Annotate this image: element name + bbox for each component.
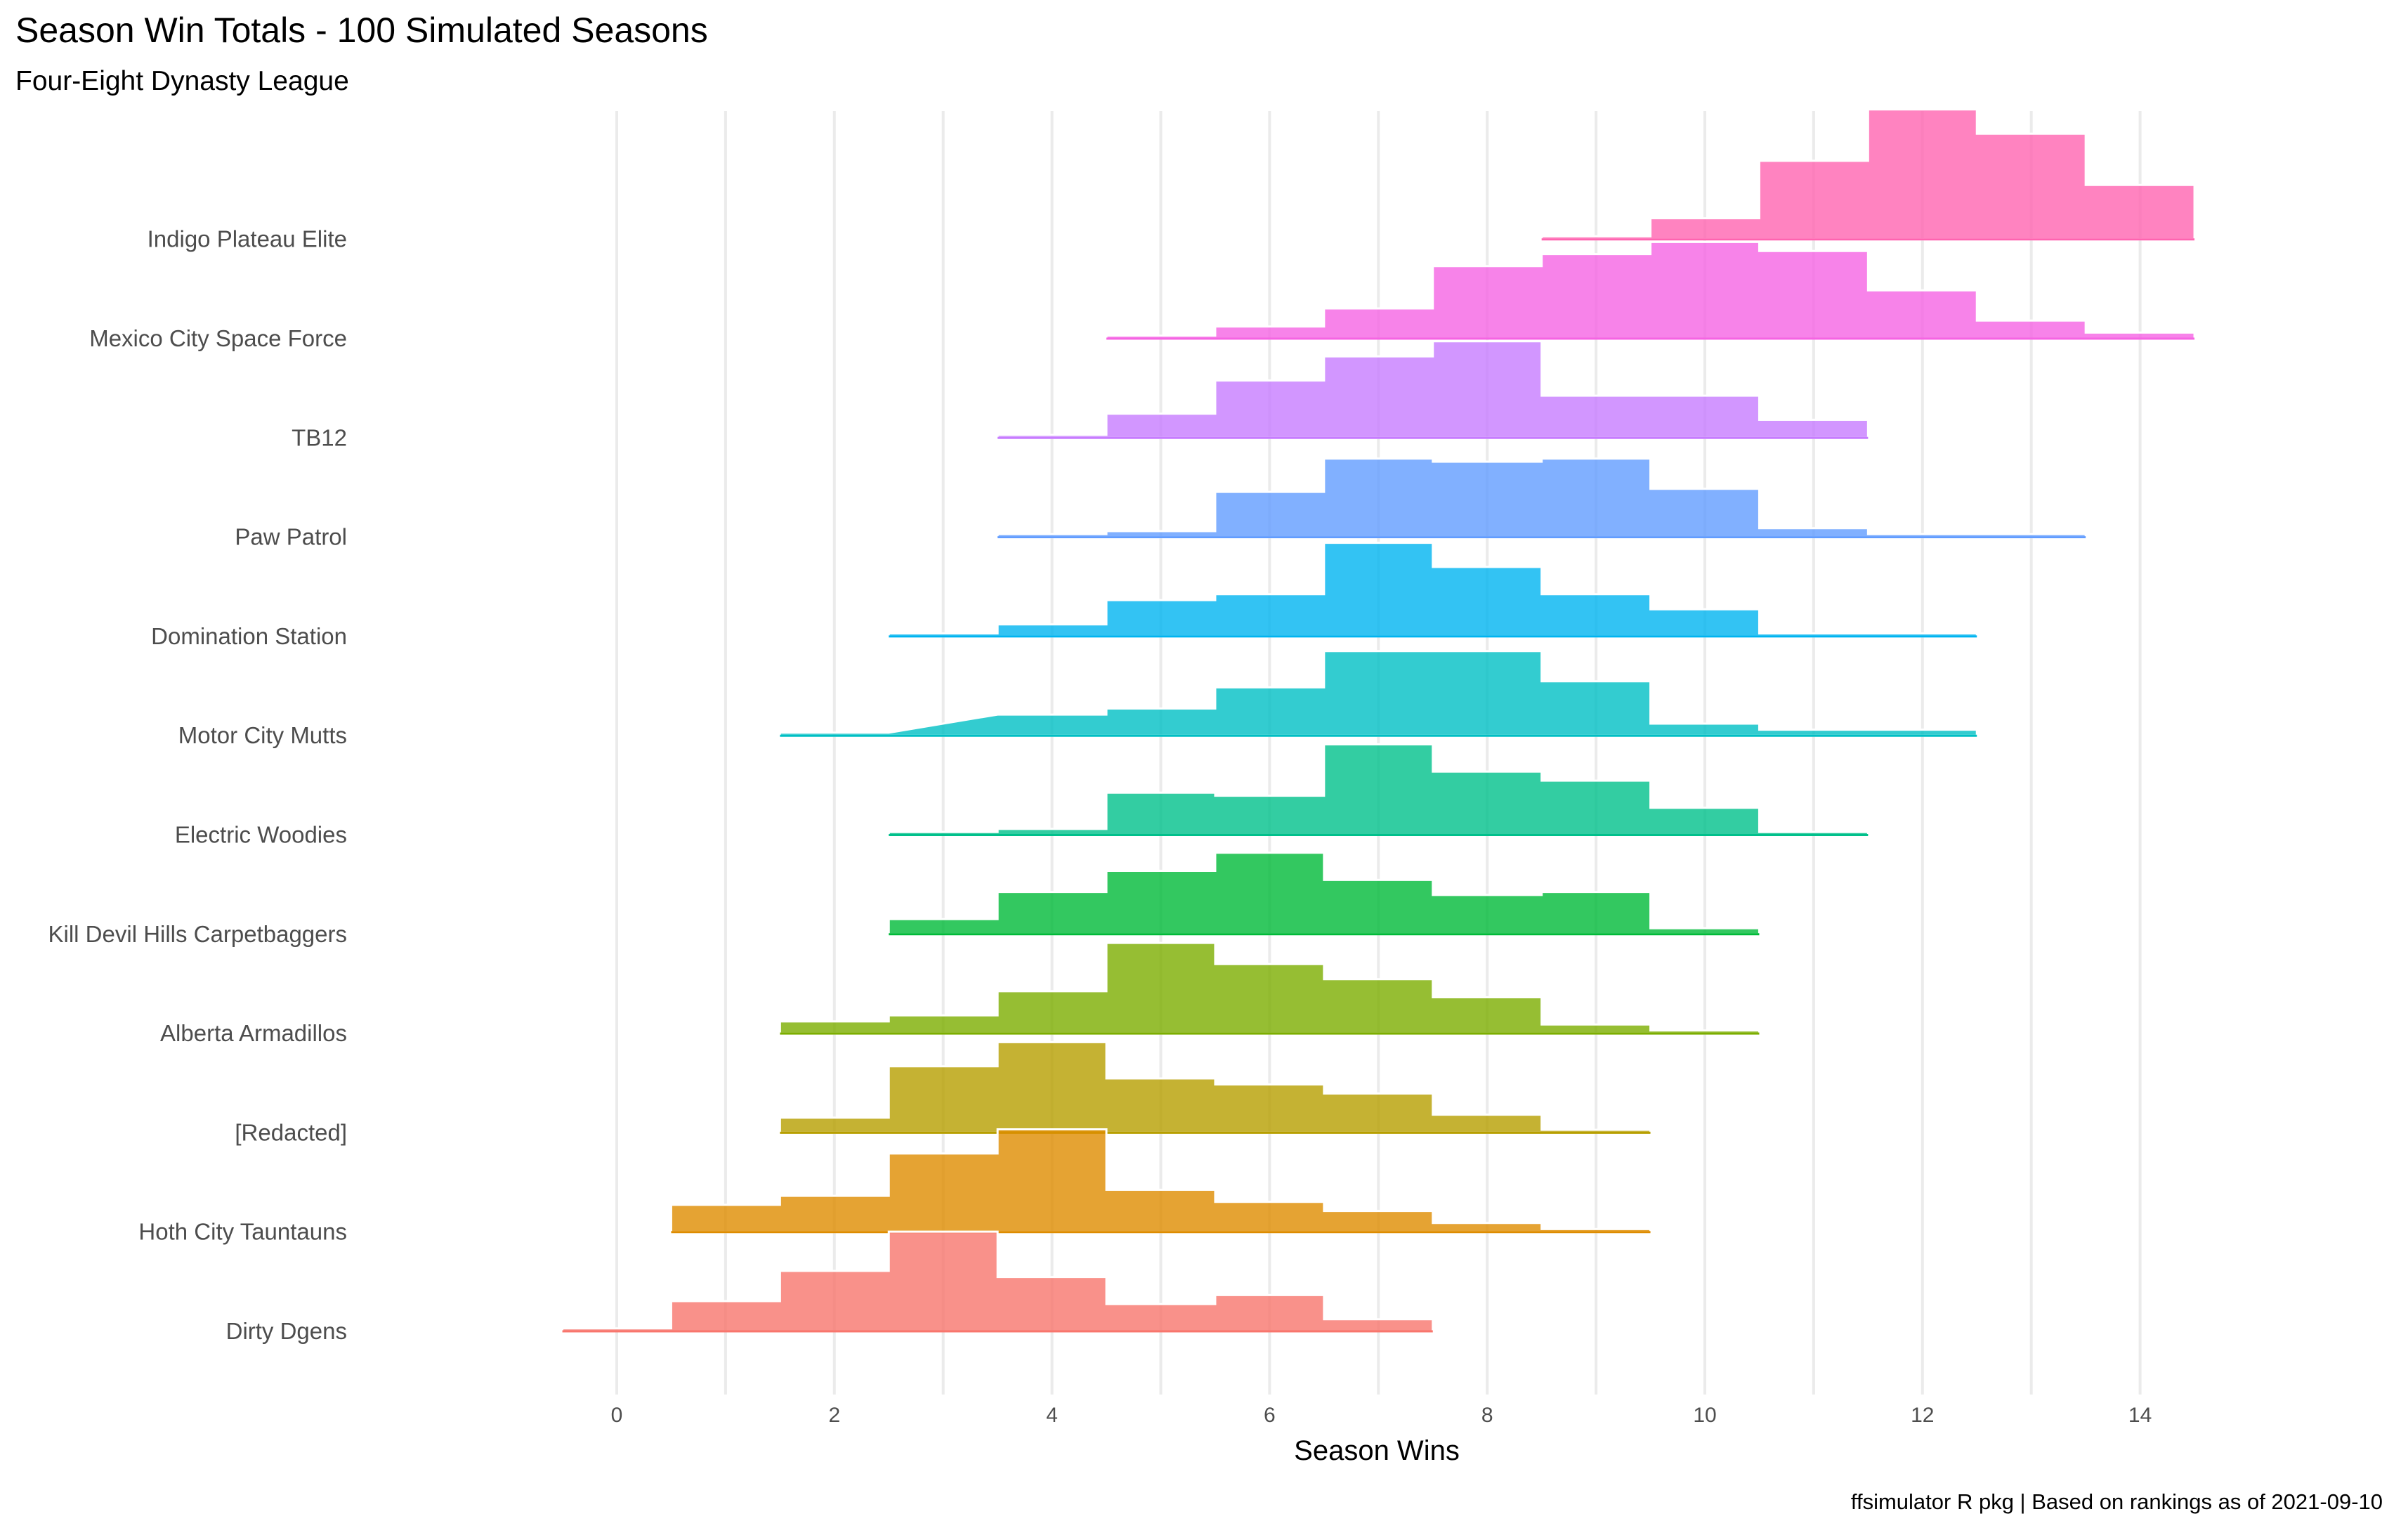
x-tick-label: 4 — [1046, 1404, 1058, 1427]
ridge-area — [996, 457, 2087, 539]
ridge-dirty-dgens — [561, 1230, 1434, 1333]
x-tick-label: 12 — [1911, 1404, 1934, 1427]
ridge-alberta-armadillos — [778, 941, 1760, 1035]
ridge-area — [887, 851, 1760, 936]
y-axis-label: Dirty Dgens — [226, 1318, 347, 1344]
ridge-motor-city-mutts — [778, 650, 1978, 737]
chart-subtitle: Four-Eight Dynasty League — [15, 66, 349, 96]
x-tick-label: 14 — [2128, 1404, 2152, 1427]
x-axis-title: Season Wins — [1294, 1435, 1460, 1466]
y-axis-label: [Redacted] — [235, 1119, 347, 1145]
x-tick-label: 10 — [1693, 1404, 1716, 1427]
x-tick-label: 6 — [1264, 1404, 1276, 1427]
ridge-area — [778, 941, 1760, 1035]
ridge-area — [669, 1128, 1652, 1234]
x-tick-label: 0 — [611, 1404, 623, 1427]
y-axis-label: Alberta Armadillos — [160, 1020, 347, 1046]
y-axis-label: Mexico City Space Force — [89, 325, 347, 351]
ridge-area — [996, 340, 1869, 439]
y-axis-label: TB12 — [292, 424, 347, 450]
chart-title: Season Win Totals - 100 Simulated Season… — [15, 11, 708, 50]
ridge-indigo-plateau-elite — [1540, 108, 2196, 241]
x-axis-ticks: 0 2 4 6 8 10 12 14 — [611, 1404, 2152, 1427]
x-tick-label: 2 — [828, 1404, 840, 1427]
y-axis-label: Domination Station — [151, 623, 347, 649]
ridge-domination-station — [887, 542, 1978, 638]
y-axis-label: Indigo Plateau Elite — [148, 226, 347, 252]
x-tick-label: 8 — [1481, 1404, 1493, 1427]
y-axis-label: Kill Devil Hills Carpetbaggers — [48, 921, 348, 947]
y-axis-label: Paw Patrol — [235, 524, 347, 550]
chart-caption: ffsimulator R pkg | Based on rankings as… — [1851, 1489, 2383, 1514]
ridge-paw-patrol — [996, 457, 2087, 539]
ridge-area — [561, 1230, 1434, 1333]
ridge-electric-woodies — [887, 743, 1869, 836]
ridge-kill-devil-hills-carpetbaggers — [887, 851, 1760, 936]
ridges — [561, 108, 2196, 1333]
y-axis-label: Hoth City Tauntauns — [138, 1219, 347, 1245]
ridge-tb12 — [996, 340, 1869, 439]
ridge-area — [1540, 108, 2196, 241]
ridge-redacted — [778, 1040, 1652, 1134]
y-axis-label: Electric Woodies — [175, 822, 347, 848]
ridge-area — [1105, 240, 2196, 340]
ridge-area — [778, 650, 1978, 737]
y-axis-labels: Dirty Dgens Hoth City Tauntauns [Redacted]… — [48, 226, 348, 1344]
ridge-area — [778, 1040, 1652, 1134]
ridge-mexico-city-space-force — [1105, 240, 2196, 340]
y-axis-label: Motor City Mutts — [178, 722, 347, 748]
ridge-area — [887, 542, 1978, 638]
ridge-area — [887, 743, 1869, 836]
ridge-hoth-city-tauntauns — [669, 1128, 1652, 1234]
